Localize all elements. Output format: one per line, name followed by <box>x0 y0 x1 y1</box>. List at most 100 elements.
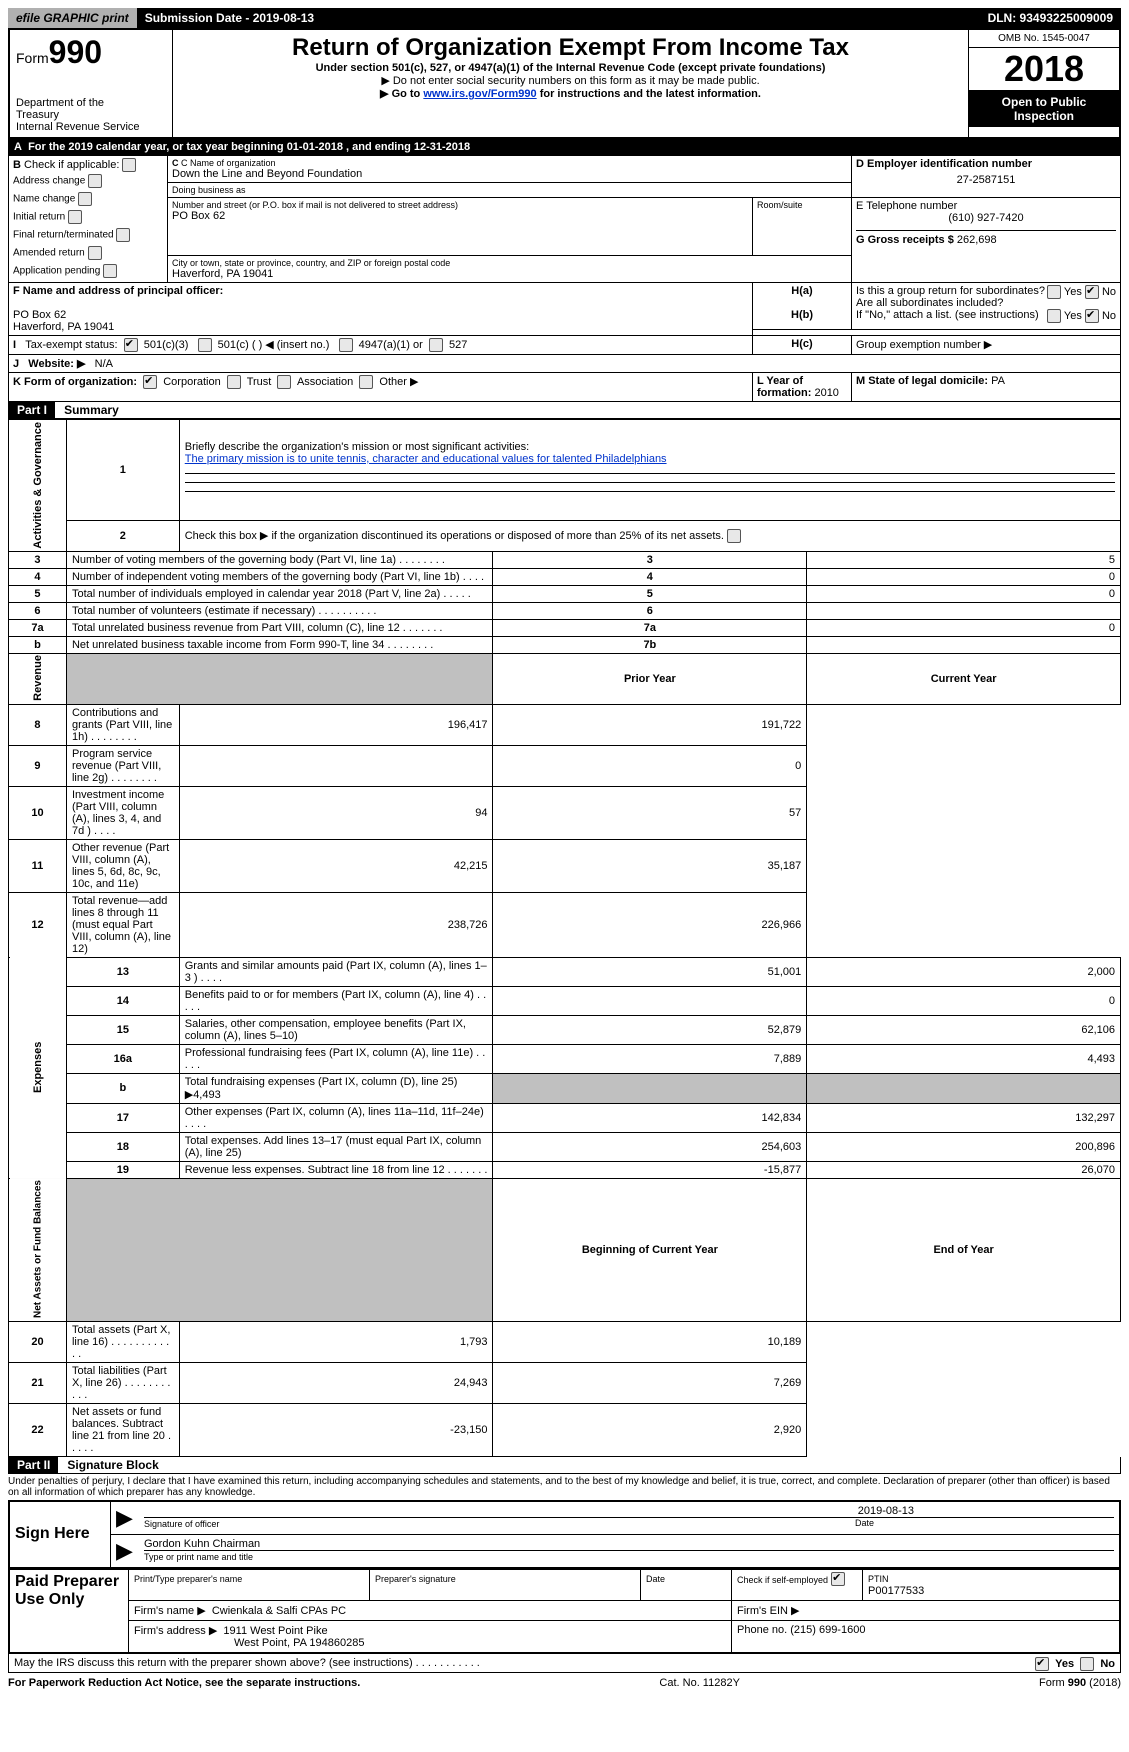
checkbox[interactable] <box>88 246 102 260</box>
form-title: Return of Organization Exempt From Incom… <box>183 34 958 62</box>
box-b-option: Final return/terminated <box>13 226 163 244</box>
footer-center: Cat. No. 11282Y <box>659 1677 740 1689</box>
checkbox[interactable] <box>1035 1657 1049 1671</box>
box-e-label: E Telephone number <box>856 200 1116 212</box>
prep-name-label: Print/Type preparer's name <box>134 1574 242 1584</box>
checkbox[interactable] <box>339 338 353 352</box>
submission-date: Submission Date - 2019-08-13 <box>137 8 980 28</box>
firm-addr-label: Firm's address ▶ <box>134 1625 217 1637</box>
prep-date-label: Date <box>646 1574 665 1584</box>
part1-title: Summary <box>58 403 119 417</box>
checkbox[interactable] <box>124 338 138 352</box>
self-emp-label: Check if self-employed <box>737 1574 828 1584</box>
box-b-option: Name change <box>13 190 163 208</box>
col-prior: Prior Year <box>493 653 807 704</box>
hb2-text: If "No," attach a list. (see instruction… <box>856 309 1039 321</box>
checkbox[interactable] <box>122 158 136 172</box>
open-inspection: Open to Public Inspection <box>969 91 1119 127</box>
box-c-label: C C Name of organization <box>172 158 847 168</box>
checkbox[interactable] <box>227 375 241 389</box>
room-label: Room/suite <box>757 200 847 210</box>
summary-row: 21Total liabilities (Part X, line 26) . … <box>9 1362 1121 1403</box>
box-b-option: Address change <box>13 172 163 190</box>
summary-row: 9Program service revenue (Part VIII, lin… <box>9 745 1121 786</box>
ptin-label: PTIN <box>868 1574 889 1584</box>
checkbox[interactable] <box>68 210 82 224</box>
summary-row: 17Other expenses (Part IX, column (A), l… <box>9 1103 1121 1132</box>
box-g: G Gross receipts $ 262,698 <box>856 230 1116 246</box>
checkbox[interactable] <box>198 338 212 352</box>
checkbox[interactable] <box>116 228 130 242</box>
phone: (610) 927-7420 <box>856 212 1116 224</box>
checkbox[interactable] <box>103 264 117 278</box>
summary-row: 12Total revenue—add lines 8 through 11 (… <box>9 892 1121 957</box>
checkbox[interactable] <box>1047 285 1061 299</box>
omb-number: OMB No. 1545-0047 <box>969 30 1119 48</box>
footer-right: Form 990 (2018) <box>1039 1677 1121 1689</box>
summary-row: 20Total assets (Part X, line 16) . . . .… <box>9 1321 1121 1362</box>
name-title-label: Type or print name and title <box>144 1552 253 1562</box>
city-label: City or town, state or province, country… <box>172 258 847 268</box>
firm-phone-label: Phone no. <box>737 1624 787 1636</box>
officer-addr2: Haverford, PA 19041 <box>13 321 748 333</box>
dba-label: Doing business as <box>172 185 847 195</box>
summary-row: 18Total expenses. Add lines 13–17 (must … <box>9 1132 1121 1161</box>
checkbox[interactable] <box>1085 285 1099 299</box>
checkbox[interactable] <box>143 375 157 389</box>
form-header-box: Form990 Department of the Treasury Inter… <box>8 28 1121 139</box>
hc-text: Group exemption number ▶ <box>852 336 1121 355</box>
summary-row: 14Benefits paid to or for members (Part … <box>9 986 1121 1015</box>
tax-year: 2018 <box>969 48 1119 91</box>
org-name: Down the Line and Beyond Foundation <box>172 168 847 180</box>
part2-tag: Part II <box>9 1457 58 1473</box>
firm-addr1: 1911 West Point Pike <box>223 1625 327 1637</box>
officer-addr1: PO Box 62 <box>13 309 748 321</box>
tab-net-assets: Net Assets or Fund Balances <box>9 1178 67 1321</box>
firm-phone: (215) 699-1600 <box>790 1624 865 1636</box>
box-b-label: Check if applicable: <box>24 159 119 171</box>
part2-title: Signature Block <box>61 1458 158 1472</box>
l1-label: Briefly describe the organization's miss… <box>185 441 529 453</box>
summary-row: 4Number of independent voting members of… <box>9 568 1121 585</box>
part1-tag: Part I <box>9 402 55 418</box>
checkbox[interactable] <box>831 1572 845 1586</box>
dept-line3: Internal Revenue Service <box>16 121 166 133</box>
summary-row: 15Salaries, other compensation, employee… <box>9 1015 1121 1044</box>
city: Haverford, PA 19041 <box>172 268 847 280</box>
dept-line1: Department of the <box>16 97 166 109</box>
l2-text: Check this box ▶ if the organization dis… <box>179 521 1120 551</box>
date-label: Date <box>855 1518 1114 1528</box>
sign-here-label: Sign Here <box>15 1525 90 1542</box>
col-current: Current Year <box>807 653 1121 704</box>
checkbox[interactable] <box>1047 309 1061 323</box>
street-label: Number and street (or P.O. box if mail i… <box>172 200 748 210</box>
sig-officer-label: Signature of officer <box>144 1519 219 1529</box>
checkbox[interactable] <box>429 338 443 352</box>
checkbox[interactable] <box>78 192 92 206</box>
page-footer: For Paperwork Reduction Act Notice, see … <box>8 1673 1121 1689</box>
form-label: Form990 <box>16 50 102 66</box>
year-box: OMB No. 1545-0047 2018 Open to Public In… <box>969 30 1119 127</box>
efile-tag: efile GRAPHIC print <box>8 8 137 28</box>
checkbox[interactable] <box>1085 309 1099 323</box>
form-subtitle-2: ▶ Do not enter social security numbers o… <box>183 74 958 87</box>
box-i-label: Tax-exempt status: <box>25 339 117 351</box>
checkbox[interactable] <box>359 375 373 389</box>
checkbox[interactable] <box>727 529 741 543</box>
ptin: P00177533 <box>868 1585 924 1597</box>
checkbox[interactable] <box>88 174 102 188</box>
officer-name: Gordon Kuhn Chairman <box>144 1538 1114 1551</box>
summary-row: 5Total number of individuals employed in… <box>9 585 1121 602</box>
checkbox[interactable] <box>277 375 291 389</box>
summary-row: 16aProfessional fundraising fees (Part I… <box>9 1044 1121 1073</box>
ein: 27-2587151 <box>856 170 1116 190</box>
firm-name: Cwienkala & Salfi CPAs PC <box>212 1605 346 1617</box>
hb-text: Are all subordinates included? <box>856 297 1003 309</box>
firm-name-label: Firm's name ▶ <box>134 1605 206 1617</box>
efile-header: efile GRAPHIC print Submission Date - 20… <box>8 8 1121 28</box>
box-b-option: Initial return <box>13 208 163 226</box>
summary-row: 10Investment income (Part VIII, column (… <box>9 786 1121 839</box>
checkbox[interactable] <box>1080 1657 1094 1671</box>
tab-activities-governance: Activities & Governance <box>9 420 67 552</box>
irs-link[interactable]: www.irs.gov/Form990 <box>423 88 536 100</box>
